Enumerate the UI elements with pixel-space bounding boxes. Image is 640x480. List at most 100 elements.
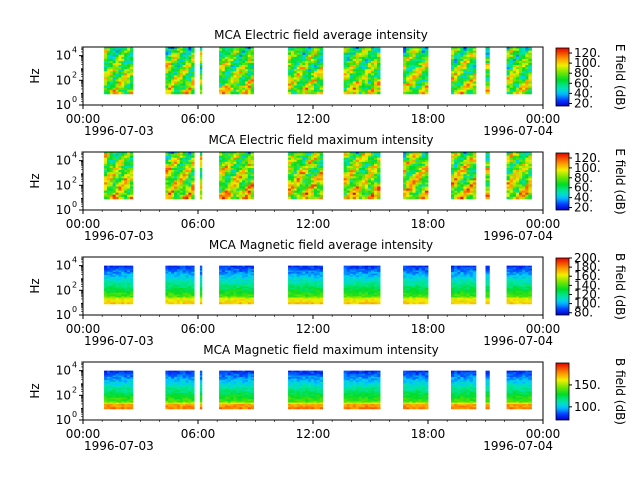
spectrogram-cell [469,65,474,68]
spectrogram-cell [288,180,292,183]
spectrogram-cell [121,81,125,84]
spectrogram-cell [127,182,131,185]
spectrogram-cell [221,286,226,289]
spectrogram-cell [168,267,172,270]
spectrogram-cell [305,67,309,70]
spectrogram-cell [247,65,252,68]
spectrogram-cell [460,77,464,80]
spectrogram-cell [174,281,178,284]
spectrogram-cell [290,279,295,282]
spectrogram-cell [412,48,416,52]
spectrogram-cell [233,268,237,271]
spectrogram-cell [104,168,108,171]
spectrogram-cell [522,60,526,64]
spectrogram-cell [224,47,229,50]
spectrogram-cell [230,81,234,84]
spectrogram-cell [247,159,252,163]
spectrogram-cell [182,194,186,198]
spectrogram-cell [528,172,532,175]
spectrogram-cell [115,294,119,297]
spectrogram-cell [377,188,381,192]
spectrogram-cell [165,265,169,268]
spectrogram-cell [472,79,477,82]
spectrogram-cell [290,155,295,159]
spectrogram-cell [129,176,134,179]
spectrogram-cell [519,176,523,179]
spectrogram-cell [522,58,526,62]
spectrogram-cell [121,71,125,74]
spectrogram-cell [250,69,254,72]
spectrogram-cell [424,52,429,56]
spectrogram-cell [121,284,125,287]
spectrogram-cell [308,159,312,163]
spectrogram-cell [176,284,181,287]
spectrogram-cell [454,172,458,175]
spectrogram-cell [174,194,178,198]
spectrogram-cell [112,170,116,173]
spectrogram-cell [115,275,119,278]
spectrogram-cell [174,170,178,173]
spectrogram-cell [227,196,231,200]
spectrogram-cell [244,275,249,278]
spectrogram-cell [519,83,523,87]
spectrogram-cell [168,289,172,292]
spectrogram-cell [242,272,246,274]
spectrogram-cell [242,161,246,165]
spectrogram-cell [290,278,295,281]
spectrogram-cell [288,172,292,175]
spectrogram-cell [352,52,357,56]
spectrogram-cell [302,58,306,62]
spectrogram-cell [509,83,514,87]
spectrogram-cell [247,81,252,84]
spectrogram-cell [165,268,169,271]
spectrogram-cell [239,302,243,305]
spectrogram-cell [104,163,108,167]
spectrogram-cell [472,182,477,185]
spectrogram-cell [118,153,122,157]
spectrogram-cell [171,165,175,169]
spectrogram-cell [168,196,172,200]
spectrogram-cell [370,60,375,64]
spectrogram-cell [199,159,203,163]
spectrogram-cell [118,268,122,271]
spectrogram-cell [506,163,511,167]
spectrogram-cell [377,182,381,185]
spectrogram-cell [242,300,246,303]
spectrogram-cell [171,89,175,93]
spectrogram-cell [191,89,195,93]
spectrogram-cell [355,170,360,173]
spectrogram-cell [115,152,119,155]
spectrogram-cell [227,265,231,268]
spectrogram-cell [352,85,357,89]
spectrogram-cell [311,63,315,66]
spectrogram-cell [199,161,203,165]
spectrogram-cell [519,161,523,165]
spectrogram-cell [242,176,246,179]
spectrogram-cell [112,176,116,179]
spectrogram-cell [188,279,192,282]
spectrogram-cell [374,71,378,74]
spectrogram-cell [165,299,169,302]
spectrogram-cell [506,174,511,177]
spectrogram-cell [377,159,381,163]
spectrogram-cell [525,174,529,177]
spectrogram-cell [171,278,175,281]
spectrogram-cell [469,165,474,169]
spectrogram-cell [472,77,477,80]
spectrogram-cell [512,188,517,192]
spectrogram-cell [469,81,474,84]
spectrogram-cell [316,47,321,50]
spectrogram-cell [352,188,357,192]
spectrogram-cell [219,302,223,305]
spectrogram-cell [127,295,131,298]
spectrogram-cell [343,71,348,74]
spectrogram-cell [364,91,369,95]
spectrogram-cell [349,47,354,50]
spectrogram-cell [104,276,108,279]
spectrogram-cell [469,54,474,58]
spectrogram-cell [421,83,426,87]
spectrogram-cell [242,69,246,72]
spectrogram-cell [299,65,303,68]
spectrogram-cell [358,178,363,181]
spectrogram-cell [522,188,526,192]
